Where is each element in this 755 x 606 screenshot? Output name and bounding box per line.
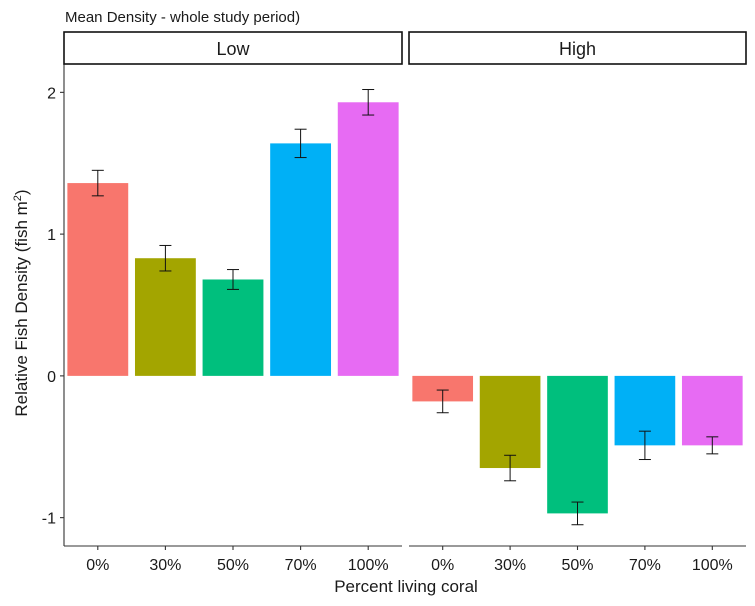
x-tick-label: 70% — [285, 557, 317, 574]
y-tick-label: 2 — [47, 85, 56, 102]
x-axis-label: Percent living coral — [334, 577, 478, 596]
facet-strip — [63, 31, 403, 65]
x-tick-label: 100% — [348, 557, 389, 574]
facet-strip — [408, 31, 747, 65]
y-tick-label: -1 — [42, 511, 56, 528]
chart-title: Mean Density - whole study period) — [65, 9, 300, 26]
bar — [337, 102, 399, 376]
x-tick-label: 50% — [561, 557, 593, 574]
x-tick-label: 70% — [629, 557, 661, 574]
x-tick-label: 100% — [692, 557, 733, 574]
facet-panel-high: High 0% 30% 50% 70% 100% — [408, 31, 747, 574]
y-axis-label-close: ) — [12, 189, 31, 195]
x-tick-label: 30% — [149, 557, 181, 574]
x-tick-label: 0% — [86, 557, 109, 574]
y-axis-label: Relative Fish Density (fish m2) — [12, 189, 31, 416]
bar — [681, 375, 743, 446]
y-axis-label-text: Relative Fish Density (fish m — [12, 201, 31, 416]
bar — [479, 375, 541, 469]
x-tick-label: 50% — [217, 557, 249, 574]
facet-panel-low: Low 0% 30% 50% 70% 100% — [63, 31, 403, 574]
facet-strip-label: Low — [216, 39, 250, 59]
facet-panels: Low 0% 30% 50% 70% 100% High 0% 30% 50% 70% 100% — [63, 31, 747, 574]
bar — [67, 183, 129, 376]
y-axis: -1 0 1 2 — [42, 64, 65, 546]
bar — [134, 258, 196, 376]
y-axis-label-superscript: 2 — [12, 195, 24, 201]
x-tick-label: 0% — [431, 557, 454, 574]
bar — [270, 143, 332, 376]
bar — [547, 375, 608, 514]
y-tick-label: 1 — [47, 227, 56, 244]
facet-strip-label: High — [559, 39, 596, 59]
y-tick-label: 0 — [47, 369, 56, 386]
x-tick-label: 30% — [494, 557, 526, 574]
bar — [202, 279, 264, 376]
